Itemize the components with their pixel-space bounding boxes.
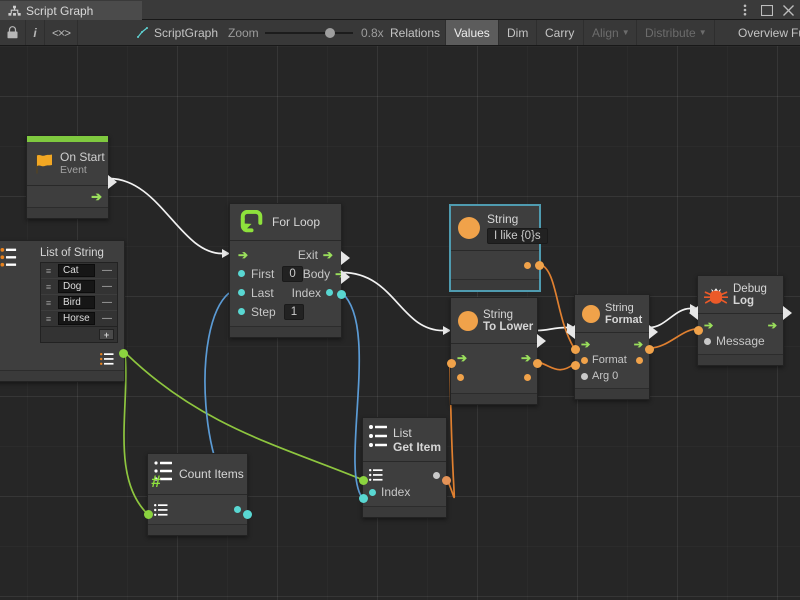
svg-text:#: # — [151, 472, 161, 491]
